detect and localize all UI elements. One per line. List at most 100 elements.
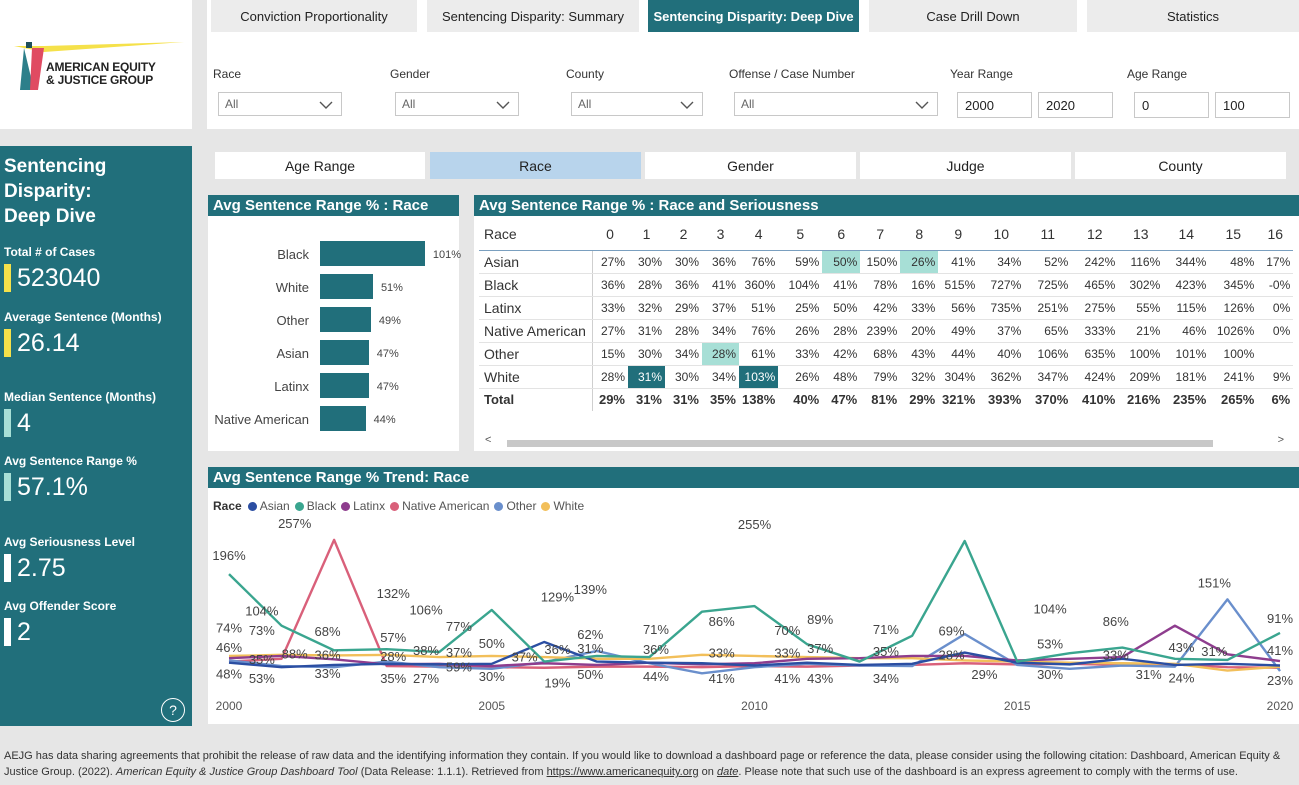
matrix-cell[interactable]: 33% <box>592 296 628 320</box>
matrix-cell[interactable]: 0% <box>1257 319 1294 343</box>
legend-item[interactable]: Other <box>494 499 536 513</box>
breakdown-tab-race[interactable]: Race <box>430 152 641 179</box>
matrix-cell[interactable]: 344% <box>1163 250 1210 274</box>
matrix-cell[interactable]: 36% <box>665 273 702 297</box>
matrix-horizontal-scrollbar[interactable]: < > <box>479 434 1284 448</box>
matrix-cell[interactable]: 235% <box>1173 392 1207 408</box>
matrix-cell[interactable]: 423% <box>1163 273 1210 297</box>
matrix-cell[interactable]: 21% <box>1118 319 1164 343</box>
matrix-cell[interactable]: 30% <box>628 342 665 366</box>
matrix-cell[interactable]: 104% <box>778 273 823 297</box>
matrix-cell[interactable]: 16% <box>900 273 939 297</box>
matrix-cell[interactable] <box>1257 342 1294 366</box>
matrix-cell[interactable]: 48% <box>822 365 861 389</box>
matrix-cell[interactable]: 116% <box>1118 250 1164 274</box>
matrix-cell[interactable]: 61% <box>739 342 779 366</box>
matrix-cell[interactable]: 321% <box>942 392 976 408</box>
matrix-cell[interactable]: 30% <box>665 250 702 274</box>
matrix-cell[interactable]: 26% <box>778 365 823 389</box>
series-line-white[interactable] <box>228 653 1281 672</box>
matrix-cell[interactable]: 26% <box>778 319 823 343</box>
bar[interactable] <box>320 274 373 299</box>
matrix-cell[interactable]: 100% <box>1209 342 1258 366</box>
matrix-cell[interactable]: 370% <box>1035 392 1069 408</box>
matrix-cell[interactable]: 47% <box>831 392 858 408</box>
breakdown-tab-age-range[interactable]: Age Range <box>215 152 425 179</box>
matrix-cell[interactable]: 103% <box>739 365 779 389</box>
matrix-cell[interactable]: 28% <box>702 342 739 366</box>
matrix-cell[interactable]: 735% <box>978 296 1025 320</box>
matrix-cell[interactable]: 30% <box>665 365 702 389</box>
matrix-cell[interactable]: 36% <box>702 250 739 274</box>
matrix-cell[interactable]: 28% <box>665 319 702 343</box>
matrix-cell[interactable]: 345% <box>1209 273 1258 297</box>
county-select[interactable]: All <box>571 92 703 116</box>
matrix-cell[interactable]: 50% <box>822 250 861 274</box>
matrix-cell[interactable]: 241% <box>1209 365 1258 389</box>
matrix-cell[interactable]: 9% <box>1257 365 1294 389</box>
matrix-cell[interactable]: 40% <box>978 342 1025 366</box>
matrix-cell[interactable]: 55% <box>1118 296 1164 320</box>
age-to-input[interactable]: 100 <box>1215 92 1290 118</box>
legend-item[interactable]: Latinx <box>341 499 385 513</box>
footer-link[interactable]: https://www.americanequity.org <box>546 766 699 778</box>
matrix-cell[interactable]: 265% <box>1221 392 1255 408</box>
matrix-cell[interactable]: 635% <box>1071 342 1119 366</box>
matrix-cell[interactable]: 0% <box>1257 296 1294 320</box>
matrix-cell[interactable]: 26% <box>900 250 939 274</box>
matrix-cell[interactable]: 242% <box>1071 250 1119 274</box>
matrix-cell[interactable]: 34% <box>665 342 702 366</box>
matrix-cell[interactable]: 41% <box>702 273 739 297</box>
matrix-cell[interactable]: 360% <box>739 273 779 297</box>
matrix-cell[interactable]: 40% <box>793 392 820 408</box>
matrix-cell[interactable]: 65% <box>1024 319 1072 343</box>
breakdown-tab-judge[interactable]: Judge <box>860 152 1071 179</box>
bar[interactable] <box>320 406 366 431</box>
matrix-cell[interactable]: 239% <box>860 319 901 343</box>
matrix-cell[interactable]: 43% <box>900 342 939 366</box>
matrix-cell[interactable]: 727% <box>978 273 1025 297</box>
matrix-cell[interactable]: 6% <box>1271 392 1291 408</box>
matrix-cell[interactable]: 20% <box>900 319 939 343</box>
matrix-cell[interactable]: 347% <box>1024 365 1072 389</box>
legend-item[interactable]: Black <box>294 499 336 513</box>
year-to-input[interactable]: 2020 <box>1038 92 1113 118</box>
bar[interactable] <box>320 373 369 398</box>
matrix-cell[interactable]: 15% <box>592 342 628 366</box>
race-select[interactable]: All <box>218 92 342 116</box>
matrix-cell[interactable]: 1026% <box>1209 319 1258 343</box>
matrix-cell[interactable]: 251% <box>1024 296 1072 320</box>
matrix-cell[interactable]: 138% <box>742 392 776 408</box>
gender-select[interactable]: All <box>395 92 519 116</box>
matrix-cell[interactable]: 51% <box>739 296 779 320</box>
matrix-cell[interactable]: 216% <box>1127 392 1161 408</box>
matrix-cell[interactable]: 41% <box>822 273 861 297</box>
matrix-cell[interactable]: 35% <box>709 392 736 408</box>
help-icon[interactable]: ? <box>161 698 185 722</box>
matrix-cell[interactable]: 101% <box>1163 342 1210 366</box>
matrix-cell[interactable]: 59% <box>778 250 823 274</box>
matrix-cell[interactable]: 362% <box>978 365 1025 389</box>
matrix-cell[interactable]: 44% <box>938 342 979 366</box>
matrix-cell[interactable]: 76% <box>739 250 779 274</box>
offense-select[interactable]: All <box>734 92 938 116</box>
matrix-cell[interactable]: 37% <box>702 296 739 320</box>
matrix-cell[interactable]: 126% <box>1209 296 1258 320</box>
series-line-asian[interactable] <box>228 640 1281 669</box>
matrix-cell[interactable]: 68% <box>860 342 901 366</box>
matrix-cell[interactable]: 424% <box>1071 365 1119 389</box>
matrix-cell[interactable]: 31% <box>635 392 662 408</box>
matrix-cell[interactable]: 31% <box>628 319 665 343</box>
matrix-cell[interactable]: 209% <box>1118 365 1164 389</box>
matrix-cell[interactable]: 36% <box>592 273 628 297</box>
scroll-left-icon[interactable]: < <box>485 434 492 446</box>
matrix-cell[interactable]: 28% <box>592 365 628 389</box>
matrix-cell[interactable]: 42% <box>822 342 861 366</box>
matrix-cell[interactable]: 27% <box>592 250 628 274</box>
breakdown-tab-county[interactable]: County <box>1075 152 1286 179</box>
tab-case-drill-down[interactable]: Case Drill Down <box>869 0 1077 32</box>
tab-sentencing-deep-dive[interactable]: Sentencing Disparity: Deep Dive <box>648 0 859 32</box>
matrix-cell[interactable]: 34% <box>978 250 1025 274</box>
matrix-cell[interactable]: 181% <box>1163 365 1210 389</box>
matrix-cell[interactable]: 29% <box>598 392 625 408</box>
